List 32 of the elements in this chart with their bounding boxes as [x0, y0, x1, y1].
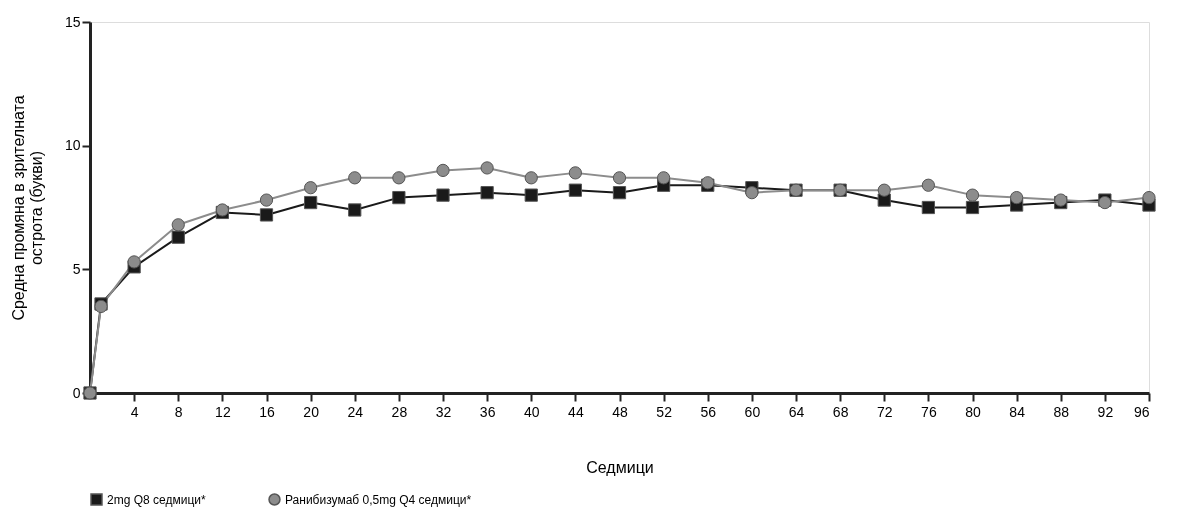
x-tick-label: 64: [788, 403, 805, 420]
x-tick-label: 88: [1053, 403, 1070, 420]
x-tick-label: 32: [435, 403, 452, 420]
x-tick-label: 60: [744, 403, 761, 420]
x-tick-label: 36: [479, 403, 496, 420]
x-tick-label: 52: [656, 403, 673, 420]
x-tick-label: 76: [921, 403, 937, 420]
y-axis-title: Средна промяна в зрителната острота (букви): [9, 95, 45, 321]
x-tick-label: 40: [523, 403, 540, 420]
x-tick-label: 72: [876, 403, 893, 420]
x-tick-label: 28: [391, 403, 408, 420]
y-tick-label: 5: [72, 260, 81, 277]
x-tick-label: 20: [303, 403, 320, 420]
x-axis-title: Седмици: [586, 458, 654, 476]
y-tick-label: 10: [64, 137, 81, 154]
x-tick-label: 8: [174, 403, 183, 420]
x-tick-label: 96: [1133, 403, 1150, 420]
x-tick-label: 80: [965, 403, 981, 420]
x-tick-label: 68: [832, 403, 849, 420]
y-tick-label: 15: [64, 13, 81, 30]
x-tick-label: 92: [1097, 403, 1114, 420]
x-tick-label: 24: [347, 403, 364, 420]
x-tick-label: 48: [612, 403, 628, 420]
x-tick-label: 12: [215, 403, 231, 420]
y-tick-label: 0: [72, 384, 81, 401]
legend-label: 2mg Q8 седмици*: [107, 492, 206, 507]
x-tick-label: 56: [700, 403, 717, 420]
x-tick-label: 16: [259, 403, 275, 420]
x-tick-label: 44: [568, 403, 584, 420]
x-tick-label: 84: [1009, 403, 1026, 420]
legend-label: Ранибизумаб 0,5mg Q4 седмици*: [285, 492, 472, 507]
x-tick-label: 4: [130, 403, 139, 420]
